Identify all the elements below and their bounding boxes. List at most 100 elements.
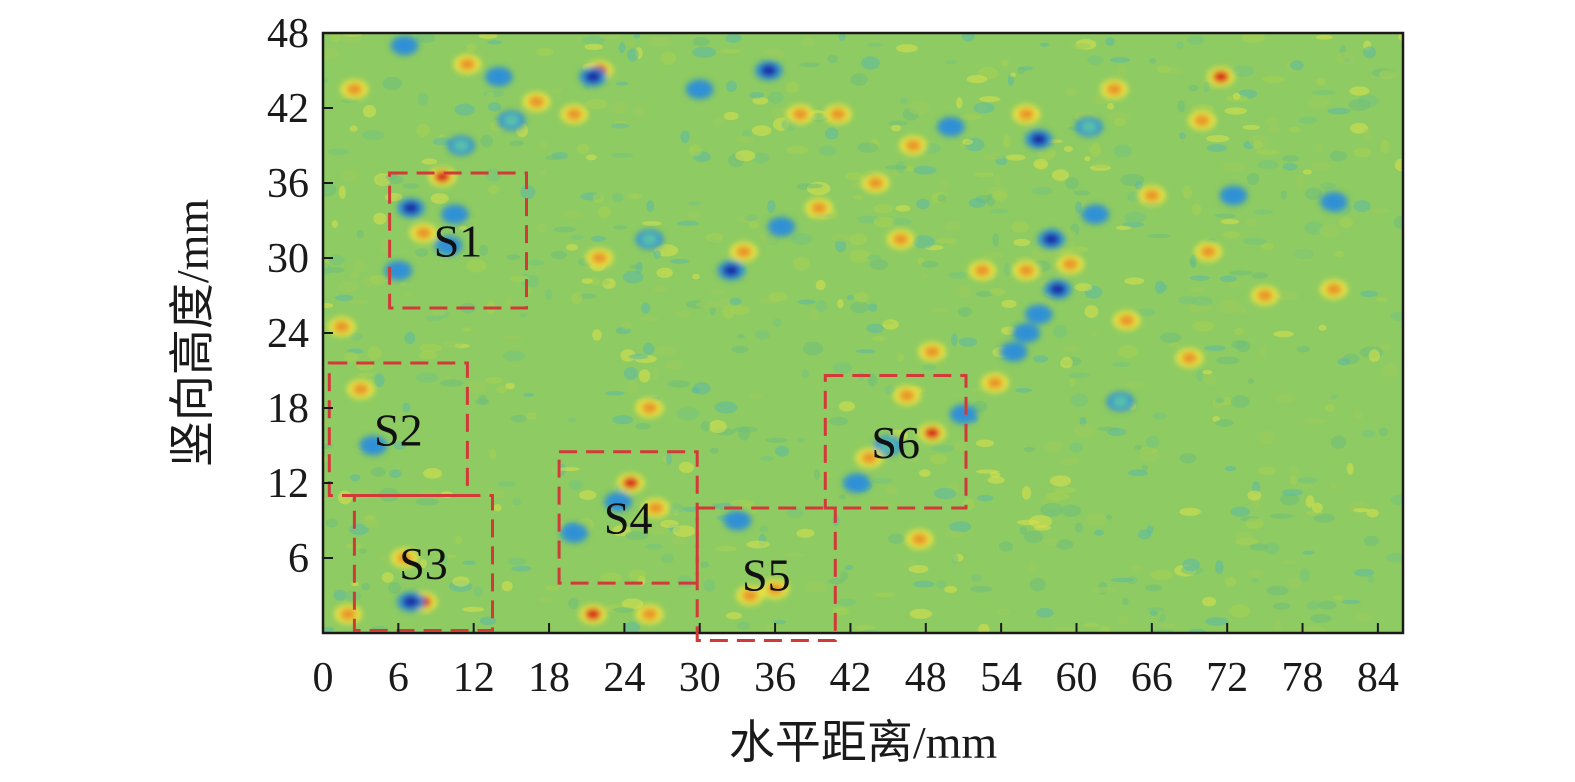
texture-speckle: [480, 134, 494, 148]
texture-speckle: [1113, 118, 1127, 127]
hotspot-core: [346, 83, 363, 96]
texture-speckle: [954, 440, 967, 452]
hotspot-core: [723, 264, 740, 277]
texture-speckle: [600, 572, 622, 583]
texture-speckle: [991, 191, 1008, 201]
texture-speckle: [979, 96, 1001, 103]
texture-speckle: [466, 258, 487, 273]
texture-speckle: [975, 439, 995, 448]
texture-speckle: [1031, 246, 1051, 260]
texture-speckle: [1329, 150, 1348, 162]
texture-speckle: [1371, 208, 1390, 214]
hotspot-core: [829, 108, 846, 121]
texture-speckle: [1307, 95, 1330, 109]
texture-speckle: [760, 456, 774, 462]
texture-speckle: [487, 102, 502, 112]
texture-speckle: [439, 379, 464, 387]
texture-speckle: [627, 381, 639, 394]
texture-speckle: [505, 295, 513, 309]
texture-speckle: [1019, 526, 1028, 535]
texture-speckle: [323, 303, 334, 308]
texture-speckle: [1206, 144, 1228, 152]
hotspot-core: [1325, 195, 1342, 208]
texture-speckle: [325, 518, 339, 528]
texture-speckle: [557, 467, 580, 472]
hotspot-core: [1018, 327, 1035, 339]
texture-speckle: [653, 284, 667, 293]
texture-speckle: [802, 341, 824, 356]
texture-speckle: [906, 165, 915, 172]
texture-speckle: [899, 97, 909, 104]
texture-speckle: [961, 33, 975, 42]
texture-speckle: [539, 170, 548, 176]
texture-speckle: [989, 287, 1005, 297]
texture-speckle: [759, 525, 769, 533]
texture-speckle: [640, 302, 651, 314]
texture-speckle: [1005, 154, 1026, 161]
texture-speckle: [918, 469, 931, 478]
texture-speckle: [1137, 308, 1156, 317]
hotspot-core: [459, 58, 476, 71]
texture-speckle: [695, 301, 720, 309]
hotspot-core: [1143, 189, 1160, 202]
texture-speckle: [511, 565, 532, 572]
texture-speckle: [1274, 393, 1295, 403]
texture-speckle: [1231, 65, 1255, 77]
texture-speckle: [1176, 41, 1184, 49]
hotspot-core: [729, 514, 746, 527]
texture-speckle: [1222, 162, 1245, 173]
texture-speckle: [1073, 423, 1096, 438]
hotspot-core: [415, 227, 432, 239]
texture-speckle: [415, 33, 436, 43]
texture-speckle: [433, 137, 452, 146]
texture-speckle: [838, 401, 856, 412]
texture-speckle: [430, 193, 449, 204]
texture-speckle: [1337, 358, 1351, 366]
texture-speckle: [1379, 342, 1391, 352]
texture-speckle: [1146, 435, 1160, 449]
texture-speckle: [1014, 388, 1033, 393]
texture-speckle: [338, 185, 346, 199]
hotspot-core: [1256, 289, 1273, 302]
texture-speckle: [922, 273, 929, 280]
texture-speckle: [957, 307, 973, 317]
texture-speckle: [666, 360, 682, 370]
texture-speckle: [809, 113, 829, 122]
texture-speckle: [1052, 169, 1069, 181]
texture-speckle: [669, 258, 690, 264]
region-box-s5: [695, 506, 837, 642]
texture-speckle: [520, 185, 536, 200]
texture-speckle: [1107, 111, 1130, 122]
hotspot-core: [641, 402, 658, 414]
hotspot-core: [610, 495, 627, 508]
texture-speckle: [598, 33, 622, 40]
texture-speckle: [1228, 270, 1253, 276]
texture-speckle: [613, 607, 635, 613]
texture-speckle: [1202, 596, 1217, 607]
texture-speckle: [1110, 56, 1131, 63]
texture-speckle: [768, 292, 788, 302]
texture-speckle: [1224, 107, 1247, 115]
texture-speckle: [805, 183, 823, 189]
texture-speckle: [611, 101, 628, 115]
texture-speckle: [682, 506, 700, 512]
texture-speckle: [1248, 570, 1264, 579]
texture-speckle: [1315, 77, 1326, 86]
x-tick-label: 12: [453, 655, 495, 701]
texture-speckle: [746, 540, 770, 549]
texture-speckle: [912, 235, 935, 249]
texture-speckle: [725, 33, 742, 43]
texture-speckle: [571, 292, 583, 305]
hotspot-core: [811, 202, 827, 214]
texture-speckle: [853, 194, 864, 200]
texture-speckle: [632, 106, 645, 117]
texture-speckle: [597, 206, 611, 219]
texture-speckle: [1036, 607, 1054, 618]
texture-speckle: [502, 335, 523, 340]
heatmap-hotspots: [327, 35, 1348, 625]
texture-speckle: [844, 564, 854, 571]
texture-speckle: [1265, 117, 1280, 126]
texture-speckle: [561, 210, 583, 218]
texture-speckle: [703, 579, 716, 592]
